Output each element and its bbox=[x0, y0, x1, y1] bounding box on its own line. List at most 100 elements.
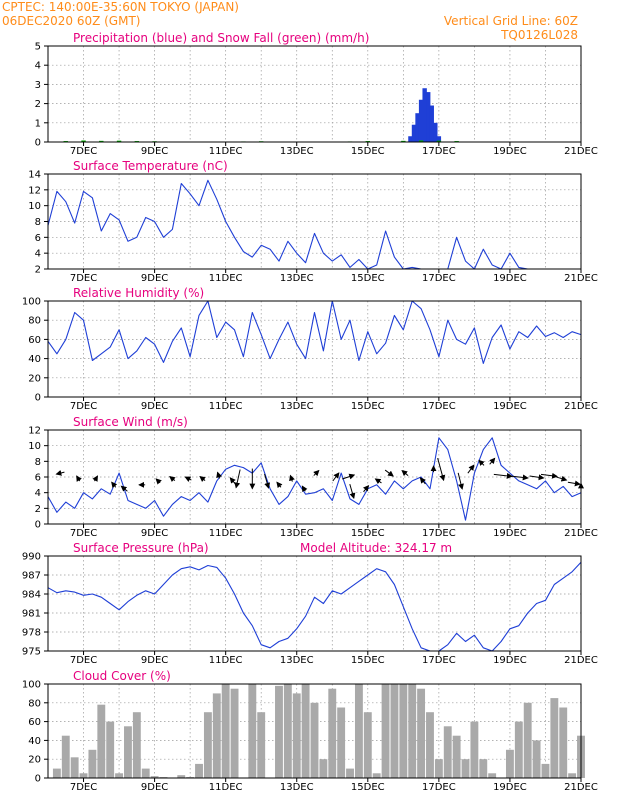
wind-direction-arrow bbox=[169, 475, 176, 483]
humidity-xtick-label: 13DEC bbox=[280, 401, 314, 412]
precip-snow-bar bbox=[99, 140, 104, 142]
temperature-ytick-label: 6 bbox=[35, 233, 41, 244]
cloud-xtick-label: 7DEC bbox=[70, 782, 97, 793]
precip-xtick-label: 13DEC bbox=[280, 146, 314, 157]
cloud-cloud-bar bbox=[488, 773, 497, 778]
precip-precip-bar bbox=[433, 122, 438, 142]
cloud-cloud-bar bbox=[301, 684, 310, 778]
cloud-ytick-label: 60 bbox=[28, 717, 41, 728]
cloud-cloud-bar bbox=[443, 726, 452, 778]
wind-direction-arrow bbox=[374, 478, 382, 485]
header-location: CPTEC: 140:00E-35:60N TOKYO (JAPAN) bbox=[2, 0, 239, 14]
cloud-cloud-bar bbox=[337, 707, 346, 778]
pressure-xtick-label: 13DEC bbox=[280, 655, 314, 666]
wind-direction-arrow bbox=[342, 473, 356, 480]
temperature-xtick-label: 15DEC bbox=[351, 273, 385, 284]
precip-xtick-label: 11DEC bbox=[209, 146, 243, 157]
cloud-cloud-bar bbox=[568, 773, 577, 778]
cloud-cloud-bar bbox=[541, 763, 550, 778]
pressure-title: Surface Pressure (hPa) bbox=[73, 541, 209, 555]
wind-ytick-label: 8 bbox=[35, 457, 41, 468]
precip-frame bbox=[47, 45, 582, 143]
wind-direction-arrow bbox=[478, 459, 485, 467]
precip-xtick-label: 19DEC bbox=[493, 146, 527, 157]
temperature-ytick-label: 10 bbox=[28, 201, 41, 212]
temperature-ytick-label: 4 bbox=[35, 249, 41, 260]
cloud-cloud-bar bbox=[97, 704, 106, 778]
pressure-annotation: Model Altitude: 324.17 m bbox=[300, 541, 452, 555]
precip-plot-area bbox=[48, 46, 581, 142]
cloud-title: Cloud Cover (%) bbox=[73, 669, 171, 683]
cloud-ytick-label: 0 bbox=[35, 774, 41, 785]
cloud-cloud-bar bbox=[426, 712, 434, 778]
cloud-cloud-bar bbox=[79, 773, 88, 778]
wind-direction-arrow bbox=[332, 472, 340, 482]
cloud-xtick-label: 21DEC bbox=[564, 782, 598, 793]
humidity-frame bbox=[47, 300, 582, 398]
cloud-cloud-bar bbox=[275, 685, 283, 778]
precip-precip-bar bbox=[408, 136, 413, 142]
pressure-xtick-label: 17DEC bbox=[422, 655, 456, 666]
cloud-cloud-bar bbox=[408, 684, 417, 778]
precip-precip-bar bbox=[436, 136, 442, 142]
cloud-xtick-label: 13DEC bbox=[280, 782, 314, 793]
wind-direction-arrow bbox=[76, 475, 82, 482]
precip-ytick-label: 4 bbox=[35, 61, 41, 72]
wind-direction-arrow bbox=[313, 469, 320, 477]
cloud-cloud-bar bbox=[70, 757, 79, 778]
cloud-cloud-bar bbox=[195, 763, 203, 778]
cloud-cloud-bar bbox=[230, 688, 239, 778]
wind-direction-arrow bbox=[567, 480, 581, 487]
humidity-panel: 0 20 40 60 80 100 7DEC 9DEC 11DEC 13DEC 15DEC 17DEC… bbox=[22, 286, 598, 412]
wind-direction-arrow bbox=[301, 485, 308, 493]
wind-ytick-label: 2 bbox=[35, 504, 41, 515]
precip-xtick-label: 21DEC bbox=[564, 146, 598, 157]
cloud-cloud-bar bbox=[124, 726, 132, 778]
cloud-cloud-bar bbox=[283, 684, 292, 778]
cloud-cloud-bar bbox=[363, 712, 372, 778]
temperature-xtick-label: 7DEC bbox=[70, 273, 97, 284]
header-run-code: TQ0126L028 bbox=[500, 28, 578, 42]
pressure-xtick-label: 15DEC bbox=[351, 655, 385, 666]
cloud-cloud-bar bbox=[203, 712, 212, 778]
cloud-cloud-bar bbox=[514, 721, 523, 778]
cloud-xtick-label: 9DEC bbox=[141, 782, 168, 793]
temperature-xtick-label: 19DEC bbox=[493, 273, 527, 284]
precip-snow-bar bbox=[436, 140, 442, 142]
wind-direction-arrow bbox=[276, 481, 283, 489]
cloud-cloud-bar bbox=[354, 684, 363, 778]
pressure-panel: 975 978 981 984 987 990 7DEC 9DEC 11DEC 13DEC 15DE… bbox=[22, 541, 598, 666]
temperature-xtick-label: 9DEC bbox=[141, 273, 168, 284]
wind-ytick-label: 12 bbox=[28, 426, 41, 437]
cloud-cloud-bar bbox=[399, 684, 408, 778]
pressure-plot-area bbox=[48, 556, 581, 651]
humidity-xtick-label: 11DEC bbox=[209, 401, 243, 412]
cloud-cloud-bar bbox=[141, 768, 150, 778]
cloud-cloud-bar bbox=[505, 749, 514, 778]
wind-xtick-label: 7DEC bbox=[70, 528, 97, 539]
cloud-cloud-bar bbox=[390, 684, 399, 778]
precip-precip-bar bbox=[426, 92, 431, 142]
temperature-title: Surface Temperature (nC) bbox=[73, 159, 228, 173]
humidity-xtick-label: 21DEC bbox=[564, 401, 598, 412]
cloud-cloud-bar bbox=[523, 702, 532, 778]
humidity-ytick-label: 100 bbox=[22, 297, 41, 308]
cloud-cloud-bar bbox=[177, 775, 186, 778]
precip-precip-bar bbox=[411, 124, 417, 142]
pressure-frame bbox=[47, 555, 582, 652]
wind-title: Surface Wind (m/s) bbox=[73, 415, 188, 429]
cloud-ytick-label: 20 bbox=[28, 755, 41, 766]
temperature-ytick-label: 12 bbox=[28, 185, 41, 196]
cloud-xtick-label: 15DEC bbox=[351, 782, 385, 793]
humidity-ytick-label: 80 bbox=[28, 316, 41, 327]
precip-xtick-label: 7DEC bbox=[70, 146, 97, 157]
pressure-ytick-label: 975 bbox=[22, 647, 41, 658]
temperature-xtick-label: 17DEC bbox=[422, 273, 456, 284]
pressure-xtick-label: 7DEC bbox=[70, 655, 97, 666]
cloud-cloud-bar bbox=[292, 693, 301, 778]
wind-xtick-label: 19DEC bbox=[493, 528, 527, 539]
cloud-cloud-bar bbox=[88, 749, 97, 778]
cloud-cloud-bar bbox=[559, 707, 568, 778]
wind-direction-arrow bbox=[349, 483, 356, 500]
